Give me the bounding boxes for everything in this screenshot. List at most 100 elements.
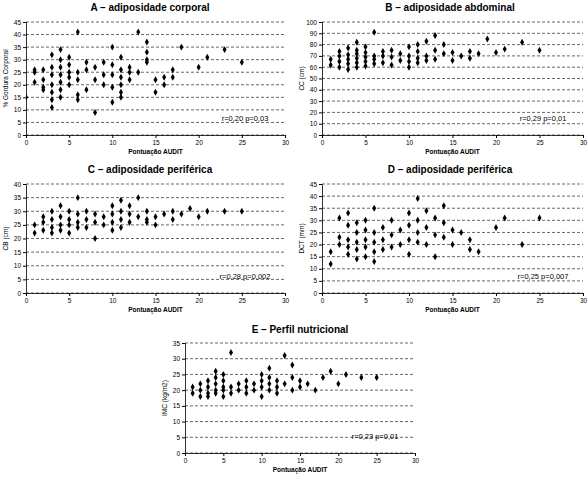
point — [93, 219, 97, 226]
tick-mark — [319, 45, 322, 46]
point — [50, 89, 54, 96]
point — [93, 235, 97, 242]
title: C – adiposidade periférica — [88, 164, 213, 175]
x-axis-title: Pontuação AUDIT — [128, 306, 183, 314]
tick: 0 — [184, 453, 188, 464]
tick-mark — [23, 225, 26, 226]
point — [252, 387, 256, 394]
tick: 50 — [310, 75, 322, 82]
point — [390, 54, 394, 61]
tick-mark — [322, 135, 323, 138]
tick: 0 — [321, 135, 325, 146]
tick: 30 — [282, 135, 290, 146]
point — [372, 205, 376, 212]
point — [346, 243, 350, 250]
point — [67, 216, 71, 223]
grid-line — [26, 252, 285, 253]
tick: 10 — [109, 293, 117, 304]
point — [119, 66, 123, 73]
tick: 15 — [152, 135, 160, 146]
tick-label: 0 — [17, 290, 21, 297]
title: D – adiposidade periférica — [388, 164, 513, 175]
tick-mark — [319, 220, 322, 221]
tick: 5 — [17, 276, 26, 283]
point — [67, 230, 71, 237]
tick-mark — [262, 453, 263, 456]
grid-line — [322, 196, 583, 197]
tick-mark — [540, 293, 541, 296]
points — [191, 349, 379, 400]
tick: 25 — [310, 229, 322, 236]
tick-mark — [319, 90, 322, 91]
point — [355, 256, 359, 263]
tick-label: 15 — [449, 297, 457, 304]
point — [337, 234, 341, 241]
grid-line — [26, 34, 285, 35]
tick-label: 25 — [14, 221, 22, 228]
tick-mark — [409, 293, 410, 296]
grid-line — [322, 208, 583, 209]
point — [424, 38, 428, 45]
x-axis-title: Pontuação AUDIT — [425, 148, 480, 156]
point — [110, 210, 114, 217]
tick-label: 50 — [310, 75, 318, 82]
tick: 35 — [310, 205, 322, 212]
grid-line — [185, 405, 415, 406]
y-axis: 051015202530354045 — [310, 181, 323, 297]
tick: 20 — [14, 235, 26, 242]
tick-mark — [319, 269, 322, 270]
tick-mark — [319, 56, 322, 57]
tick: 10 — [310, 265, 322, 272]
tick-label: 40 — [310, 86, 318, 93]
point — [359, 374, 363, 381]
points — [33, 194, 244, 242]
tick: 25 — [239, 293, 247, 304]
point — [372, 239, 376, 246]
tick: 15 — [152, 293, 160, 304]
grid-line — [322, 220, 583, 221]
point — [119, 89, 123, 96]
tick: 30 — [173, 355, 185, 362]
tick: 20 — [196, 293, 204, 304]
point — [442, 50, 446, 57]
tick-mark — [23, 266, 26, 267]
tick-mark — [182, 374, 185, 375]
point — [363, 253, 367, 260]
point — [171, 74, 175, 81]
tick: 0 — [25, 135, 29, 146]
point — [102, 221, 106, 228]
tick-label: 90 — [310, 30, 318, 37]
tick-mark — [199, 135, 200, 138]
axis-line — [182, 344, 186, 454]
point — [520, 39, 524, 46]
tick: 90 — [310, 30, 322, 37]
point — [102, 81, 106, 88]
point — [197, 213, 201, 220]
point — [442, 41, 446, 48]
point — [355, 246, 359, 253]
points — [329, 29, 542, 73]
point — [346, 210, 350, 217]
point — [41, 84, 45, 91]
point — [84, 216, 88, 223]
tick: 0 — [321, 293, 325, 304]
point — [459, 52, 463, 59]
point — [260, 371, 264, 378]
point — [153, 89, 157, 96]
tick-label: 5 — [364, 139, 368, 146]
grid-line — [26, 84, 285, 85]
y-axis-title: IMC (kg/m2) — [161, 380, 169, 416]
grid — [322, 22, 583, 135]
tick-mark — [23, 184, 26, 185]
tick: 20 — [335, 453, 343, 464]
tick-label: 0 — [321, 139, 325, 146]
panel: 051015202530354045051015202530A – adipos… — [2, 2, 289, 156]
tick: 5 — [222, 453, 226, 464]
point — [119, 81, 123, 88]
point — [503, 46, 507, 53]
grid-line — [26, 265, 285, 266]
point — [416, 48, 420, 55]
tick-label: 10 — [173, 418, 181, 425]
point — [346, 51, 350, 58]
point — [442, 219, 446, 226]
